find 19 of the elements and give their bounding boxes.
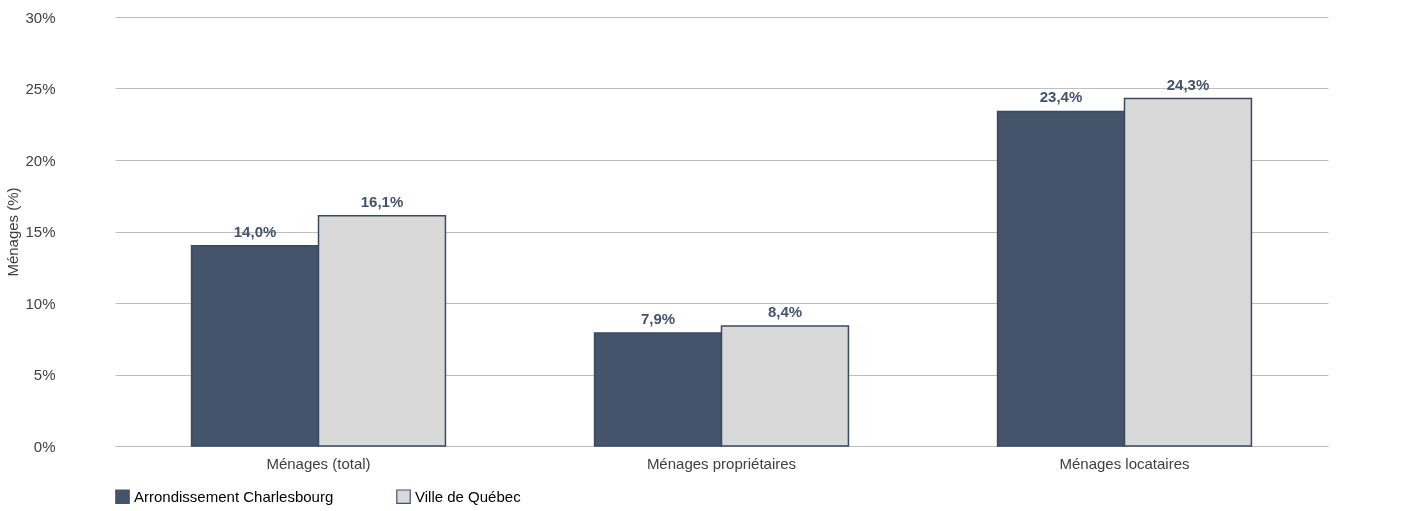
y-tick-label: 5% — [33, 366, 56, 383]
x-tick-label: Ménages propriétaires — [646, 454, 797, 472]
y-tick-label: 30% — [25, 8, 56, 26]
data-label: 16,1% — [360, 192, 404, 210]
data-label: 24,3% — [1166, 75, 1210, 93]
y-tick-label: 0% — [33, 437, 56, 455]
y-tick-label: 10% — [25, 294, 56, 312]
legend-label: Arrondissement Charlesbourg — [134, 487, 334, 505]
data-label: 7,9% — [640, 310, 676, 328]
data-label: 23,4% — [1039, 88, 1083, 106]
x-tick-label: Ménages (total) — [266, 454, 371, 472]
x-tick-label: Ménages locataires — [1059, 454, 1190, 472]
y-tick-label: 15% — [25, 223, 56, 240]
legend-label: Ville de Québec — [415, 487, 522, 505]
y-tick-label: 25% — [25, 80, 56, 97]
data-label: 8,4% — [767, 302, 803, 320]
data-label: 14,0% — [233, 222, 277, 240]
y-tick-label: 20% — [25, 151, 56, 169]
y-axis-title: Ménages (%) — [4, 187, 22, 277]
